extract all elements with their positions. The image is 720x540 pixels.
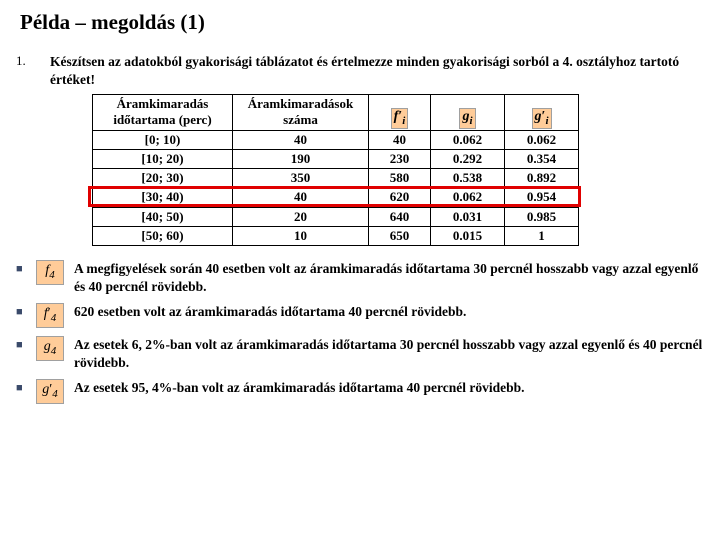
cell: 0.538: [431, 169, 505, 188]
cell: 350: [233, 169, 369, 188]
cell: 0.031: [431, 207, 505, 226]
cell: 230: [369, 149, 431, 168]
table-row: [20; 30)3505800.5380.892: [93, 169, 579, 188]
th-fi: f′i: [369, 95, 431, 131]
formula-gi: gi: [459, 108, 475, 129]
cell: 40: [233, 188, 369, 207]
cell: 0.015: [431, 226, 505, 245]
task-text: Készítsen az adatokból gyakorisági táblá…: [50, 53, 704, 88]
cell: 1: [505, 226, 579, 245]
cell: 0.062: [431, 130, 505, 149]
bullet-icon: ■: [16, 260, 36, 275]
cell: 620: [369, 188, 431, 207]
bullet-formula: g4: [36, 336, 64, 361]
cell: [10; 20): [93, 149, 233, 168]
th-gpi: g′i: [505, 95, 579, 131]
table-row: [30; 40)406200.0620.954: [93, 188, 579, 207]
bullet-formula: g′4: [36, 379, 64, 404]
table-row: [50; 60)106500.0151: [93, 226, 579, 245]
cell: 0.062: [505, 130, 579, 149]
formula-gpi: g′i: [532, 108, 552, 129]
bullet-text: Az esetek 95, 4%-ban volt az áramkimarad…: [74, 379, 704, 397]
bullet-text: Az esetek 6, 2%-ban volt az áramkimaradá…: [74, 336, 704, 371]
th-count: Áramkimaradások száma: [233, 95, 369, 131]
bullet-formula: f′4: [36, 303, 64, 328]
cell: 0.292: [431, 149, 505, 168]
bullet-item: ■g′4 Az esetek 95, 4%-ban volt az áramkim…: [16, 379, 704, 404]
task-item: 1. Készítsen az adatokból gyakorisági tá…: [16, 53, 704, 88]
frequency-table: Áramkimaradás időtartama (perc) Áramkima…: [92, 94, 579, 246]
page-title: Példa – megoldás (1): [20, 10, 704, 35]
cell: 0.954: [505, 188, 579, 207]
cell: 640: [369, 207, 431, 226]
bullet-formula: f4: [36, 260, 64, 285]
cell: 650: [369, 226, 431, 245]
frequency-table-wrap: Áramkimaradás időtartama (perc) Áramkima…: [92, 94, 638, 246]
cell: 580: [369, 169, 431, 188]
table-row: [10; 20)1902300.2920.354: [93, 149, 579, 168]
cell: 10: [233, 226, 369, 245]
cell: 0.892: [505, 169, 579, 188]
formula-fi: f′i: [391, 108, 409, 129]
bullet-icon: ■: [16, 379, 36, 394]
task-number: 1.: [16, 53, 50, 88]
cell: [50; 60): [93, 226, 233, 245]
cell: 0.062: [431, 188, 505, 207]
bullet-item: ■f′4 620 esetben volt az áramkimaradás id…: [16, 303, 704, 328]
table-row: [0; 10)40400.0620.062: [93, 130, 579, 149]
cell: [30; 40): [93, 188, 233, 207]
cell: 0.985: [505, 207, 579, 226]
bullet-text: A megfigyelések során 40 esetben volt az…: [74, 260, 704, 295]
cell: 40: [369, 130, 431, 149]
cell: 190: [233, 149, 369, 168]
cell: [20; 30): [93, 169, 233, 188]
bullet-icon: ■: [16, 336, 36, 351]
bullet-icon: ■: [16, 303, 36, 318]
cell: 20: [233, 207, 369, 226]
table-row: [40; 50)206400.0310.985: [93, 207, 579, 226]
bullet-text: 620 esetben volt az áramkimaradás időtar…: [74, 303, 704, 321]
cell: [40; 50): [93, 207, 233, 226]
th-interval: Áramkimaradás időtartama (perc): [93, 95, 233, 131]
bullet-item: ■g4 Az esetek 6, 2%-ban volt az áramkimar…: [16, 336, 704, 371]
cell: 0.354: [505, 149, 579, 168]
cell: [0; 10): [93, 130, 233, 149]
th-gi: gi: [431, 95, 505, 131]
cell: 40: [233, 130, 369, 149]
bullet-item: ■f4 A megfigyelések során 40 esetben volt…: [16, 260, 704, 295]
